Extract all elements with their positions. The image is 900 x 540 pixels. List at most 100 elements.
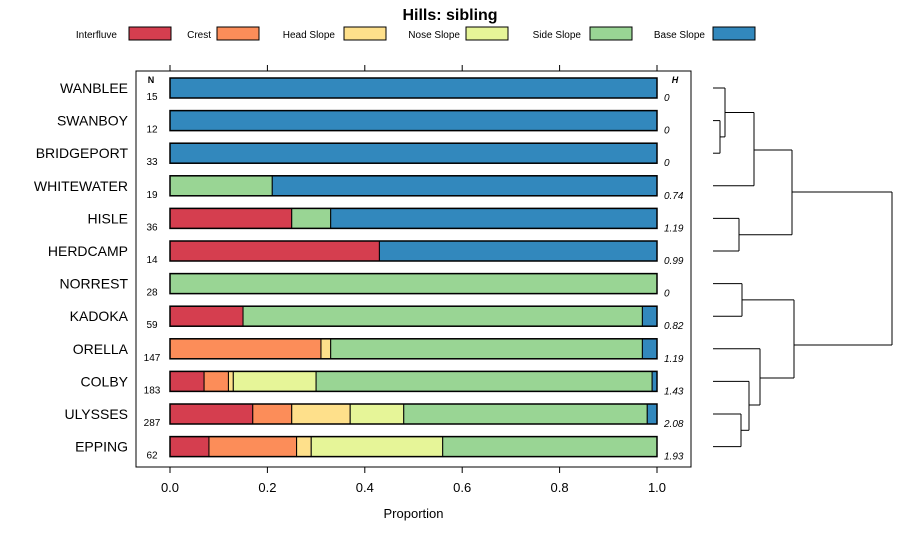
- bar-outline-bridgeport: [169, 142, 658, 164]
- n-value-bridgeport: 33: [146, 157, 158, 168]
- bar-colby-nose-slope: [232, 370, 317, 392]
- legend-label-crest: Crest: [187, 30, 211, 41]
- bar-whitewater-side-slope: [169, 175, 273, 197]
- chart-title: Hills: sibling: [402, 7, 497, 24]
- bar-colby-head-slope: [227, 370, 234, 392]
- bar-ulysses-interfluve: [169, 403, 254, 425]
- x-tick-label-5: 1.0: [648, 480, 666, 495]
- n-value-hisle: 36: [146, 222, 158, 233]
- row-label-norrest: NORREST: [60, 276, 129, 292]
- row-label-kadoka: KADOKA: [70, 308, 129, 324]
- row-label-hisle: HISLE: [88, 210, 128, 226]
- bar-colby-side-slope: [315, 370, 653, 392]
- bar-herdcamp-interfluve: [169, 240, 380, 262]
- h-value-ulysses: 2.08: [663, 419, 684, 430]
- n-value-ulysses: 287: [144, 418, 161, 429]
- bar-orella-base-slope: [641, 338, 658, 360]
- legend: Interfluve Crest Head Slope Nose Slope Side …: [76, 26, 756, 41]
- row-label-ulysses: ULYSSES: [64, 406, 128, 422]
- legend-swatch-base-slope: [712, 26, 756, 41]
- h-value-hisle: 1.19: [664, 223, 684, 234]
- rows: WANBLEE 15 0 SWANBOY 12 0 BRIDGEPORT 33 0 WHITEWA…: [34, 77, 684, 463]
- n-value-kadoka: 59: [146, 320, 158, 331]
- legend-swatch-nose-slope: [465, 26, 509, 41]
- row-label-swanboy: SWANBOY: [57, 113, 129, 129]
- legend-label-nose-slope: Nose Slope: [408, 30, 460, 41]
- bar-ulysses-base-slope: [646, 403, 658, 425]
- row-label-wanblee: WANBLEE: [60, 80, 128, 96]
- bar-colby-crest: [203, 370, 229, 392]
- row-label-colby: COLBY: [81, 373, 129, 389]
- h-value-wanblee: 0: [664, 93, 670, 104]
- n-value-wanblee: 15: [146, 92, 158, 103]
- bar-outline-wanblee: [169, 77, 658, 99]
- bar-swanboy-base-slope: [169, 110, 658, 132]
- bar-outline-orella: [169, 338, 658, 360]
- n-value-swanboy: 12: [146, 125, 158, 136]
- bar-epping-head-slope: [296, 436, 312, 458]
- legend-swatch-side-slope: [589, 26, 633, 41]
- x-tick-label-3: 0.6: [453, 480, 471, 495]
- row-label-epping: EPPING: [75, 439, 128, 455]
- legend-label-side-slope: Side Slope: [533, 30, 582, 41]
- legend-label-head-slope: Head Slope: [283, 30, 336, 41]
- h-value-kadoka: 0.82: [664, 321, 684, 332]
- bar-hisle-side-slope: [291, 207, 332, 229]
- bar-norrest-side-slope: [169, 273, 658, 295]
- h-value-norrest: 0: [664, 289, 670, 300]
- bar-outline-kadoka: [169, 305, 658, 327]
- bar-ulysses-head-slope: [291, 403, 351, 425]
- bar-bridgeport-base-slope: [169, 142, 658, 164]
- bar-outline-norrest: [169, 272, 658, 295]
- legend-swatch-head-slope: [343, 26, 387, 41]
- n-value-orella: 147: [144, 353, 161, 364]
- h-value-orella: 1.19: [664, 354, 684, 365]
- bar-outline-whitewater: [169, 175, 658, 197]
- bar-ulysses-crest: [252, 403, 293, 425]
- bar-wanblee-base-slope: [169, 77, 658, 99]
- row-label-orella: ORELLA: [73, 341, 129, 357]
- bar-ulysses-nose-slope: [349, 403, 405, 425]
- row-label-herdcamp: HERDCAMP: [48, 243, 128, 259]
- h-value-bridgeport: 0: [664, 158, 670, 169]
- bar-epping-interfluve: [169, 436, 210, 458]
- bar-outline-herdcamp: [169, 240, 658, 262]
- bar-epping-side-slope: [442, 436, 658, 458]
- h-value-colby: 1.43: [664, 386, 684, 397]
- bar-kadoka-base-slope: [641, 305, 658, 327]
- h-column-header: H: [672, 75, 679, 85]
- bar-hisle-base-slope: [330, 207, 658, 229]
- h-value-herdcamp: 0.99: [664, 256, 684, 267]
- n-value-epping: 62: [146, 451, 158, 462]
- h-value-whitewater: 0.74: [664, 191, 684, 202]
- x-tick-label-0: 0.0: [161, 480, 179, 495]
- x-axis-title: Proportion: [384, 506, 444, 521]
- bar-ulysses-side-slope: [403, 403, 648, 425]
- bar-epping-nose-slope: [310, 436, 444, 458]
- bar-orella-head-slope: [320, 338, 332, 360]
- row-label-whitewater: WHITEWATER: [34, 178, 128, 194]
- bar-outline-hisle: [169, 207, 658, 230]
- x-tick-label-2: 0.4: [356, 480, 374, 495]
- n-value-colby: 183: [144, 385, 161, 396]
- n-value-norrest: 28: [146, 288, 158, 299]
- n-value-whitewater: 19: [146, 190, 158, 201]
- bar-colby-interfluve: [169, 370, 205, 392]
- bar-herdcamp-base-slope: [378, 240, 658, 262]
- bar-outline-swanboy: [169, 109, 658, 132]
- bar-whitewater-base-slope: [271, 175, 658, 197]
- dendrogram: [713, 87, 893, 448]
- x-tick-label-1: 0.2: [258, 480, 276, 495]
- bar-hisle-interfluve: [169, 207, 293, 229]
- x-tick-label-4: 0.8: [551, 480, 569, 495]
- bar-orella-crest: [169, 338, 322, 360]
- h-value-swanboy: 0: [664, 126, 670, 137]
- x-axis: 0.0 0.2 0.4 0.6 0.8 1.0: [161, 467, 666, 495]
- bar-outline-colby: [169, 370, 658, 393]
- n-column-header: N: [148, 75, 155, 85]
- legend-swatch-crest: [216, 26, 260, 41]
- plot-frame: [135, 70, 692, 468]
- bar-kadoka-interfluve: [169, 305, 244, 327]
- bar-outline-epping: [169, 435, 658, 458]
